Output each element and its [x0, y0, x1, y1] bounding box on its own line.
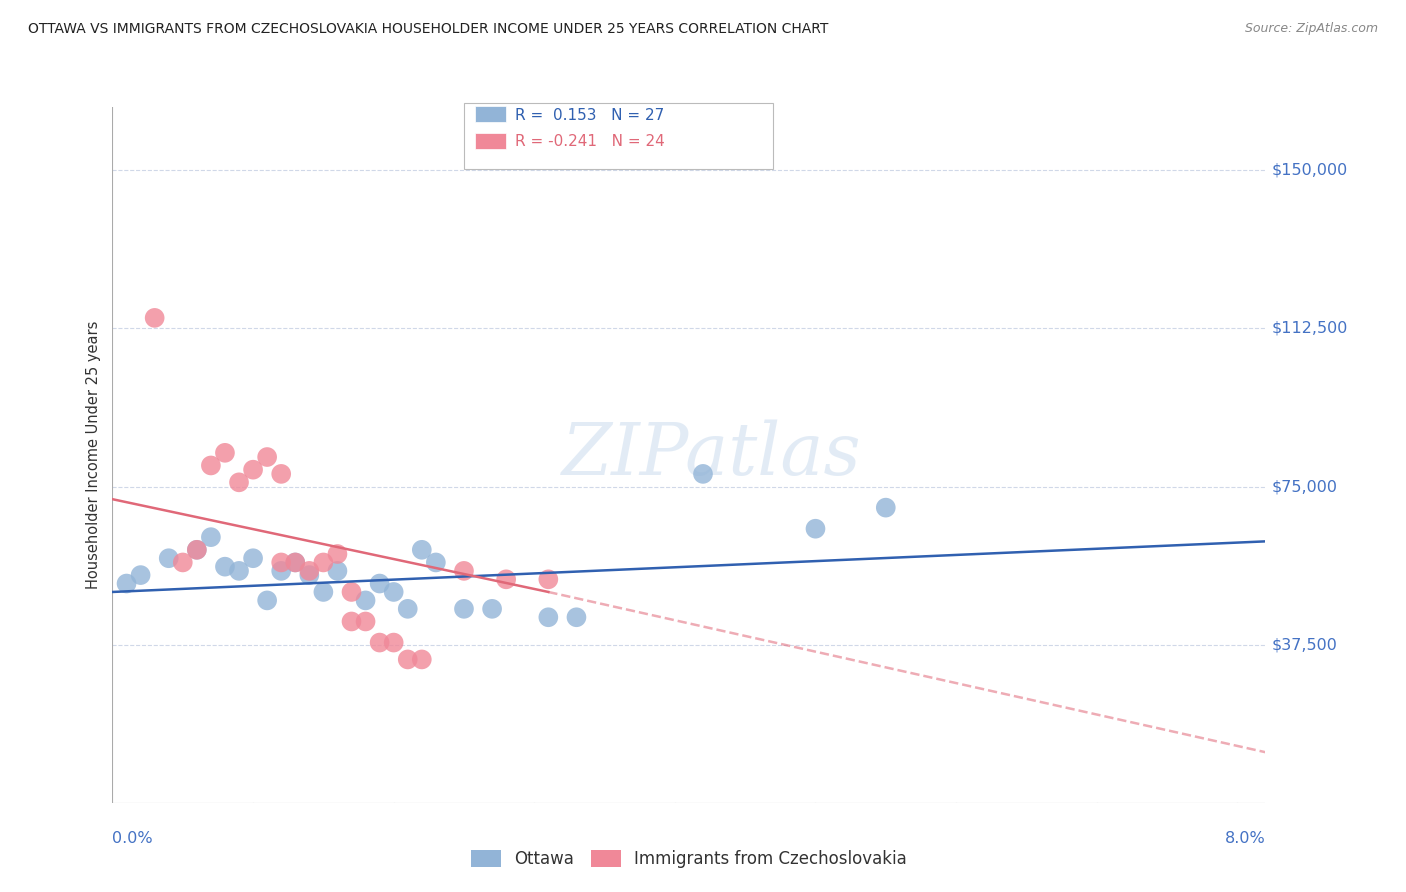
Point: [256, 593, 278, 607]
Point: [354, 593, 377, 607]
Point: [270, 467, 292, 481]
Point: [129, 568, 152, 582]
Point: [200, 458, 222, 473]
Point: [340, 615, 363, 629]
Point: [481, 602, 503, 616]
Point: [270, 556, 292, 570]
Point: [270, 564, 292, 578]
Point: [284, 556, 307, 570]
Point: [326, 564, 349, 578]
Point: [298, 568, 321, 582]
Text: OTTAWA VS IMMIGRANTS FROM CZECHOSLOVAKIA HOUSEHOLDER INCOME UNDER 25 YEARS CORRE: OTTAWA VS IMMIGRANTS FROM CZECHOSLOVAKIA…: [28, 22, 828, 37]
Point: [565, 610, 588, 624]
Point: [242, 551, 264, 566]
Point: [396, 652, 419, 666]
Point: [354, 615, 377, 629]
Point: [256, 450, 278, 464]
Y-axis label: Householder Income Under 25 years: Householder Income Under 25 years: [86, 321, 101, 589]
Point: [692, 467, 714, 481]
Point: [804, 522, 827, 536]
Point: [495, 572, 517, 586]
Point: [411, 542, 433, 557]
Text: $112,500: $112,500: [1271, 321, 1347, 336]
Point: [411, 652, 433, 666]
Point: [157, 551, 180, 566]
Point: [382, 635, 405, 649]
Text: $37,500: $37,500: [1271, 637, 1337, 652]
Point: [537, 610, 560, 624]
Text: $75,000: $75,000: [1271, 479, 1337, 494]
Point: [340, 585, 363, 599]
Text: ZIPatlas: ZIPatlas: [562, 419, 862, 491]
Point: [453, 564, 475, 578]
Legend: Ottawa, Immigrants from Czechoslovakia: Ottawa, Immigrants from Czechoslovakia: [464, 843, 914, 874]
Point: [425, 556, 447, 570]
Point: [284, 556, 307, 570]
Point: [312, 556, 335, 570]
Text: Source: ZipAtlas.com: Source: ZipAtlas.com: [1244, 22, 1378, 36]
Point: [186, 542, 208, 557]
Point: [537, 572, 560, 586]
Text: $150,000: $150,000: [1271, 163, 1347, 178]
Point: [214, 446, 236, 460]
Point: [186, 542, 208, 557]
Point: [368, 635, 391, 649]
Point: [298, 564, 321, 578]
Point: [382, 585, 405, 599]
Point: [242, 463, 264, 477]
Point: [875, 500, 897, 515]
Point: [228, 564, 250, 578]
Point: [312, 585, 335, 599]
Text: R = -0.241   N = 24: R = -0.241 N = 24: [515, 135, 665, 149]
Text: 8.0%: 8.0%: [1225, 830, 1265, 846]
Point: [368, 576, 391, 591]
Point: [143, 310, 166, 325]
Point: [326, 547, 349, 561]
Point: [200, 530, 222, 544]
Point: [214, 559, 236, 574]
Point: [172, 556, 194, 570]
Text: 0.0%: 0.0%: [112, 830, 153, 846]
Point: [228, 475, 250, 490]
Point: [396, 602, 419, 616]
Point: [453, 602, 475, 616]
Text: R =  0.153   N = 27: R = 0.153 N = 27: [515, 108, 664, 122]
Point: [115, 576, 138, 591]
